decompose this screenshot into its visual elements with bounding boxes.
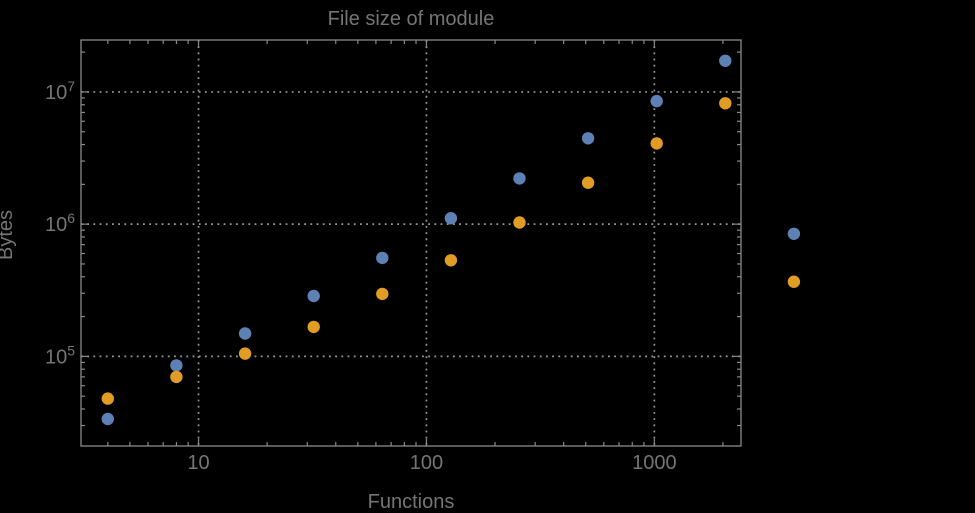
data-point-blue-x64 xyxy=(376,251,389,265)
x-axis-label: Functions xyxy=(368,491,455,513)
data-point-orange-x4096 xyxy=(787,275,801,288)
data-point-orange-x8 xyxy=(170,370,183,384)
data-point-orange-x16 xyxy=(238,347,252,360)
data-point-blue-x256 xyxy=(513,172,526,185)
data-point-orange-x256 xyxy=(513,216,526,229)
data-point-orange-x128 xyxy=(444,254,458,267)
y-axis-label: Bytes xyxy=(0,210,17,260)
data-points xyxy=(101,54,801,426)
data-point-orange-x512 xyxy=(581,176,595,189)
x-tick-label-100: 100 xyxy=(410,452,443,474)
gridlines xyxy=(81,40,741,446)
data-point-blue-x1024 xyxy=(650,94,663,108)
data-point-blue-x4 xyxy=(101,412,115,426)
data-point-orange-x32 xyxy=(307,320,320,334)
data-point-orange-x4 xyxy=(101,392,115,405)
data-point-blue-x128 xyxy=(444,212,458,225)
data-point-blue-x8 xyxy=(170,359,183,372)
y-tick-label-10e5: 105 xyxy=(45,342,75,368)
data-point-orange-x1024 xyxy=(650,137,663,150)
data-point-blue-x512 xyxy=(581,132,595,145)
plot-frame xyxy=(80,39,742,447)
chart-title: File size of module xyxy=(328,8,495,30)
data-point-blue-x32 xyxy=(307,289,320,303)
y-tick-label-10e7: 107 xyxy=(45,78,75,104)
data-point-orange-x2048 xyxy=(719,97,732,110)
data-point-blue-x16 xyxy=(238,327,252,340)
x-tick-label-10: 10 xyxy=(187,452,209,474)
x-tick-label-1000: 1000 xyxy=(632,452,677,474)
y-tick-label-10e6: 106 xyxy=(45,210,75,236)
data-point-orange-x64 xyxy=(376,287,389,301)
data-point-blue-x2048 xyxy=(719,54,732,67)
axis-tick-labels: 10 100 1000 105 106 107 xyxy=(45,78,677,474)
data-point-blue-x4096 xyxy=(787,227,801,240)
axis-ticks xyxy=(81,40,741,446)
